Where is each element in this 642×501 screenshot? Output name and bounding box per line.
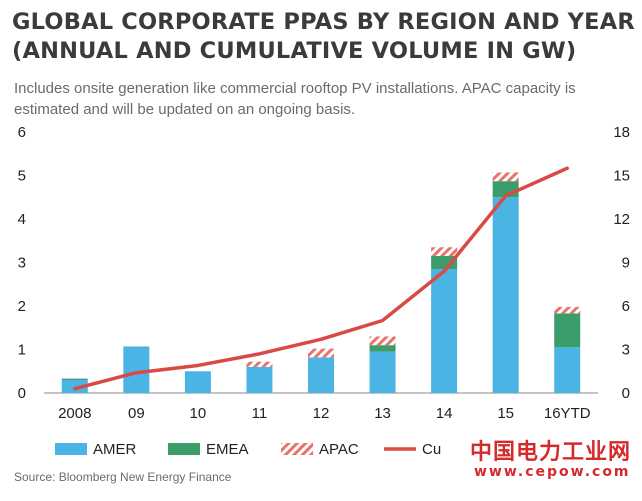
cumulative-line [73, 166, 569, 391]
legend-swatch-emea [168, 443, 200, 455]
bar-emea [61, 378, 88, 380]
x-tick-label: 13 [374, 405, 391, 422]
y-tick-label: 6 [18, 124, 26, 141]
bar-apac [246, 361, 273, 367]
bar-amer [369, 351, 396, 393]
chart-title: GLOBAL CORPORATE PPAS BY REGION AND YEAR… [12, 8, 635, 66]
bar-apac [492, 172, 519, 182]
bar-apac [554, 306, 581, 314]
chart-title-line-2: (ANNUAL AND CUMULATIVE VOLUME IN GW) [12, 38, 577, 64]
y-tick-label: 4 [18, 211, 26, 228]
bar-amer [492, 197, 519, 393]
y2-tick-label: 3 [622, 342, 630, 359]
x-tick-label: 10 [190, 405, 207, 422]
source-note: Source: Bloomberg New Energy Finance [14, 470, 232, 484]
bar-amer [246, 366, 273, 393]
x-tick-label: 11 [252, 405, 268, 422]
x-tick-label: 14 [436, 405, 453, 422]
legend-swatch-apac [281, 443, 313, 455]
x-tick-label: 16YTD [544, 405, 591, 422]
bar-apac [308, 348, 334, 358]
watermark: 中国电力工业网 www.cepow.com [470, 434, 631, 480]
bar-amer [554, 347, 581, 393]
y-tick-label: 1 [18, 342, 26, 359]
bar-amer [431, 269, 458, 393]
bar-emea [554, 313, 581, 348]
bar-emea [369, 345, 396, 352]
bar-amer [123, 346, 150, 393]
x-tick-label: 15 [497, 405, 514, 422]
y2-tick-label: 15 [613, 168, 630, 185]
y-tick-label: 0 [18, 385, 26, 402]
watermark-url: www.cepow.com [474, 464, 631, 480]
y-tick-label: 3 [18, 255, 26, 272]
bar-apac [431, 247, 458, 256]
x-tick-label: 09 [128, 405, 145, 422]
chart-subtitle: Includes onsite generation like commerci… [14, 80, 576, 118]
y-tick-label: 2 [18, 298, 26, 315]
watermark-name: 中国电力工业网 [470, 440, 632, 465]
y2-tick-label: 18 [613, 124, 630, 141]
x-tick-label: 12 [313, 405, 330, 422]
bar-amer [61, 379, 88, 393]
y2-tick-label: 6 [622, 298, 630, 315]
bar-amer [184, 371, 211, 393]
chart-title-line-1: GLOBAL CORPORATE PPAS BY REGION AND YEAR [12, 9, 635, 35]
legend-label-emea: EMEA [206, 441, 249, 458]
bar-amer [308, 357, 334, 393]
legend-label-cumulative: Cu [422, 441, 441, 458]
legend-swatch-amer [55, 443, 87, 455]
bar-apac [369, 336, 396, 346]
y2-tick-label: 12 [613, 211, 630, 228]
y-tick-label: 5 [18, 168, 26, 185]
y2-tick-label: 0 [622, 385, 630, 402]
x-tick-label: 2008 [58, 405, 91, 422]
y2-tick-label: 9 [622, 255, 630, 272]
legend-label-apac: APAC [319, 441, 359, 458]
legend-label-amer: AMER [93, 441, 137, 458]
